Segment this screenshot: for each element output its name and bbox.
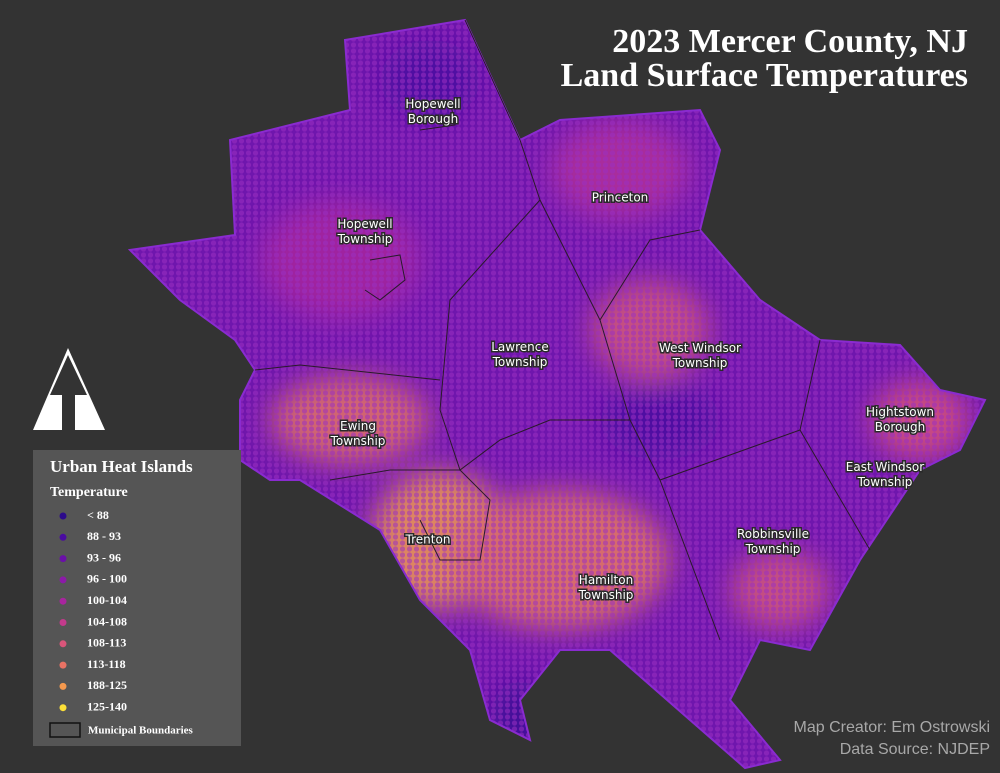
legend-swatch: [59, 619, 67, 626]
legend-label: 93 - 96: [87, 550, 121, 564]
place-label: Borough: [875, 420, 925, 434]
legend-swatch: [59, 555, 67, 563]
legend-label: 96 - 100: [87, 572, 127, 586]
place-label: Township: [337, 232, 393, 246]
legend-swatch: [59, 512, 67, 520]
place-label: West Windsor: [659, 341, 741, 355]
place-label: Township: [492, 355, 548, 369]
legend-swatch: [59, 533, 67, 541]
place-label: Robbinsville: [737, 527, 809, 541]
place-label: Township: [857, 475, 913, 489]
place-label: Hightstown: [866, 405, 934, 419]
place-label: Township: [330, 434, 386, 448]
legend-label: 125-140: [87, 699, 127, 713]
municipal-boundaries: [254, 19, 871, 641]
legend-swatch: [59, 704, 67, 712]
place-label: Trenton: [405, 533, 451, 547]
place-label: Lawrence: [491, 340, 549, 354]
legend-label: 104-108: [87, 614, 127, 628]
place-label: Princeton: [592, 191, 649, 205]
place-label: Township: [578, 588, 634, 602]
place-label: East Windsor: [846, 460, 924, 474]
legend-swatch: [59, 640, 67, 648]
title-line: Land Surface Temperatures: [561, 57, 968, 94]
legend-label: < 88: [87, 508, 109, 522]
place-label: Hopewell: [337, 217, 392, 231]
legend-boundary-label: Municipal Boundaries: [88, 725, 194, 737]
legend-label: 88 - 93: [87, 529, 121, 543]
boundary-swatch: [49, 722, 81, 738]
north-arrow: [33, 348, 105, 430]
credit: Map Creator: Em Ostrowski: [794, 719, 990, 736]
place-label: Hopewell: [405, 97, 460, 111]
legend-label: 108-113: [87, 636, 126, 650]
legend-label: 100-104: [87, 593, 127, 607]
legend-label: 188-125: [87, 678, 127, 692]
place-label: Township: [745, 542, 801, 556]
place-label: Hamilton: [579, 573, 633, 587]
legend-swatch: [59, 597, 67, 605]
legend-swatch: [59, 661, 67, 669]
legend-title: Urban Heat Islands: [50, 457, 193, 476]
title-line: 2023 Mercer County, NJ: [612, 23, 968, 60]
credit: Data Source: NJDEP: [840, 741, 990, 758]
place-label: Borough: [408, 112, 458, 126]
place-label: Ewing: [340, 419, 376, 433]
legend-subtitle: Temperature: [50, 485, 128, 500]
legend-swatch: [59, 576, 67, 584]
legend-swatch: [59, 682, 67, 690]
place-label: Township: [672, 356, 728, 370]
legend-box: [33, 450, 241, 746]
legend-label: 113-118: [87, 657, 126, 671]
